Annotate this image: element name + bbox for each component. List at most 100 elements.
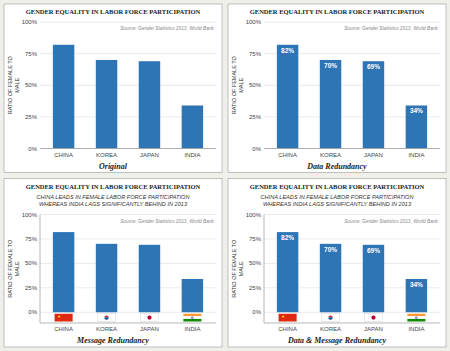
x-tick-label: JAPAN	[140, 326, 159, 332]
y-axis-label: MALE	[14, 261, 20, 276]
data-label: 34%	[410, 107, 423, 114]
y-tick-label: 50%	[249, 260, 262, 266]
y-axis-label: MALE	[14, 77, 20, 92]
x-tick-label: KOREA	[320, 326, 341, 332]
bar	[277, 45, 298, 149]
y-tick-label: 75%	[249, 51, 262, 57]
flag	[279, 314, 297, 322]
bar	[182, 279, 203, 312]
panel: GENDER EQUALITY IN LABOR FORCE PARTICIPA…	[4, 4, 222, 173]
flag-emblem	[104, 315, 108, 317]
flag	[407, 316, 425, 319]
subtitle: WHEREAS INDIA LAGS SIGNIFICANTLY BEHIND …	[39, 201, 188, 207]
y-tick-label: 25%	[249, 114, 262, 120]
flag-emblem	[328, 318, 332, 320]
x-axis-line	[40, 148, 216, 149]
y-axis-label: RATIO OF FEMALE TO	[7, 239, 13, 298]
grid-line	[40, 214, 216, 215]
caption: Data Redundancy	[306, 162, 367, 171]
flag-emblem	[371, 316, 375, 320]
x-tick-label: KOREA	[320, 152, 341, 158]
y-tick-label: 75%	[249, 236, 262, 242]
bar	[96, 244, 117, 312]
data-label: 70%	[324, 62, 337, 69]
x-tick-label: CHINA	[54, 152, 73, 158]
flags	[279, 314, 426, 322]
bar	[363, 245, 384, 312]
flag-emblem	[191, 317, 193, 319]
x-tick-label: CHINA	[278, 152, 297, 158]
data-label: 70%	[324, 246, 337, 253]
x-tick-label: JAPAN	[140, 152, 159, 158]
subtitle: WHEREAS INDIA LAGS SIGNIFICANTLY BEHIND …	[263, 201, 412, 207]
bar	[53, 45, 74, 149]
panel: GENDER EQUALITY IN LABOR FORCE PARTICIPA…	[228, 4, 446, 173]
data-label: 82%	[281, 234, 294, 241]
source: Source: Gender Statistics 2013, World Ba…	[344, 26, 438, 31]
y-tick-label: 0%	[252, 309, 261, 315]
caption: Message Redundancy	[76, 336, 149, 345]
y-tick-label: 100%	[246, 212, 262, 218]
y-axis-label: RATIO OF FEMALE TO	[231, 56, 237, 115]
y-tick-label: 100%	[22, 19, 38, 25]
y-axis-label: MALE	[238, 261, 244, 276]
x-tick-label: KOREA	[96, 152, 117, 158]
bars	[277, 232, 427, 312]
bar	[320, 60, 341, 149]
bar	[53, 232, 74, 312]
y-tick-label: 0%	[28, 309, 37, 315]
source: Source: Gender Statistics 2013, World Ba…	[120, 26, 214, 31]
grid-line	[264, 214, 440, 215]
y-axis-line	[40, 215, 41, 324]
flag	[183, 319, 201, 322]
grid-line	[40, 22, 216, 23]
bar	[139, 245, 160, 312]
bar	[96, 60, 117, 149]
y-tick-label: 0%	[252, 146, 261, 152]
panel: GENDER EQUALITY IN LABOR FORCE PARTICIPA…	[228, 179, 446, 348]
caption: Original	[99, 162, 128, 171]
flag	[364, 314, 382, 322]
flag-emblem	[415, 317, 417, 319]
y-tick-label: 75%	[25, 51, 38, 57]
y-tick-label: 50%	[249, 82, 262, 88]
bar	[406, 105, 427, 148]
title: GENDER EQUALITY IN LABOR FORCE PARTICIPA…	[250, 8, 425, 15]
x-tick-label: CHINA	[278, 326, 297, 332]
x-tick-label: INDIA	[184, 152, 200, 158]
x-tick-label: JAPAN	[364, 326, 383, 332]
bars	[53, 45, 203, 149]
flag	[183, 314, 201, 317]
source: Source: Gender Statistics 2013, World Ba…	[344, 219, 438, 224]
title: GENDER EQUALITY IN LABOR FORCE PARTICIPA…	[250, 183, 425, 190]
bar	[139, 61, 160, 148]
x-axis-line	[264, 323, 440, 324]
subtitle: CHINA LEADS IN FEMALE LABOR FORCE PARTIC…	[261, 194, 415, 200]
flag	[322, 314, 340, 322]
flag-emblem	[328, 315, 332, 317]
data-label: 34%	[410, 281, 423, 288]
x-axis-line	[40, 323, 216, 324]
x-axis-line	[264, 148, 440, 149]
flag-emblem	[104, 318, 108, 320]
bar	[277, 232, 298, 312]
figure: GENDER EQUALITY IN LABOR FORCE PARTICIPA…	[0, 0, 450, 351]
flags	[55, 314, 202, 322]
bar	[363, 61, 384, 148]
y-tick-label: 50%	[25, 82, 38, 88]
data-label: 69%	[367, 63, 380, 70]
x-tick-label: INDIA	[408, 326, 424, 332]
y-tick-label: 50%	[25, 260, 38, 266]
y-tick-label: 100%	[22, 212, 38, 218]
flag	[98, 314, 116, 322]
y-axis-label: MALE	[238, 77, 244, 92]
y-tick-label: 25%	[25, 285, 38, 291]
panel-frame	[228, 4, 446, 173]
x-tick-label: JAPAN	[364, 152, 383, 158]
flag-star	[281, 315, 284, 318]
subtitle: CHINA LEADS IN FEMALE LABOR FORCE PARTIC…	[37, 194, 191, 200]
flag-emblem	[147, 316, 151, 320]
x-tick-label: INDIA	[184, 326, 200, 332]
grid-line	[264, 22, 440, 23]
background	[0, 0, 450, 351]
